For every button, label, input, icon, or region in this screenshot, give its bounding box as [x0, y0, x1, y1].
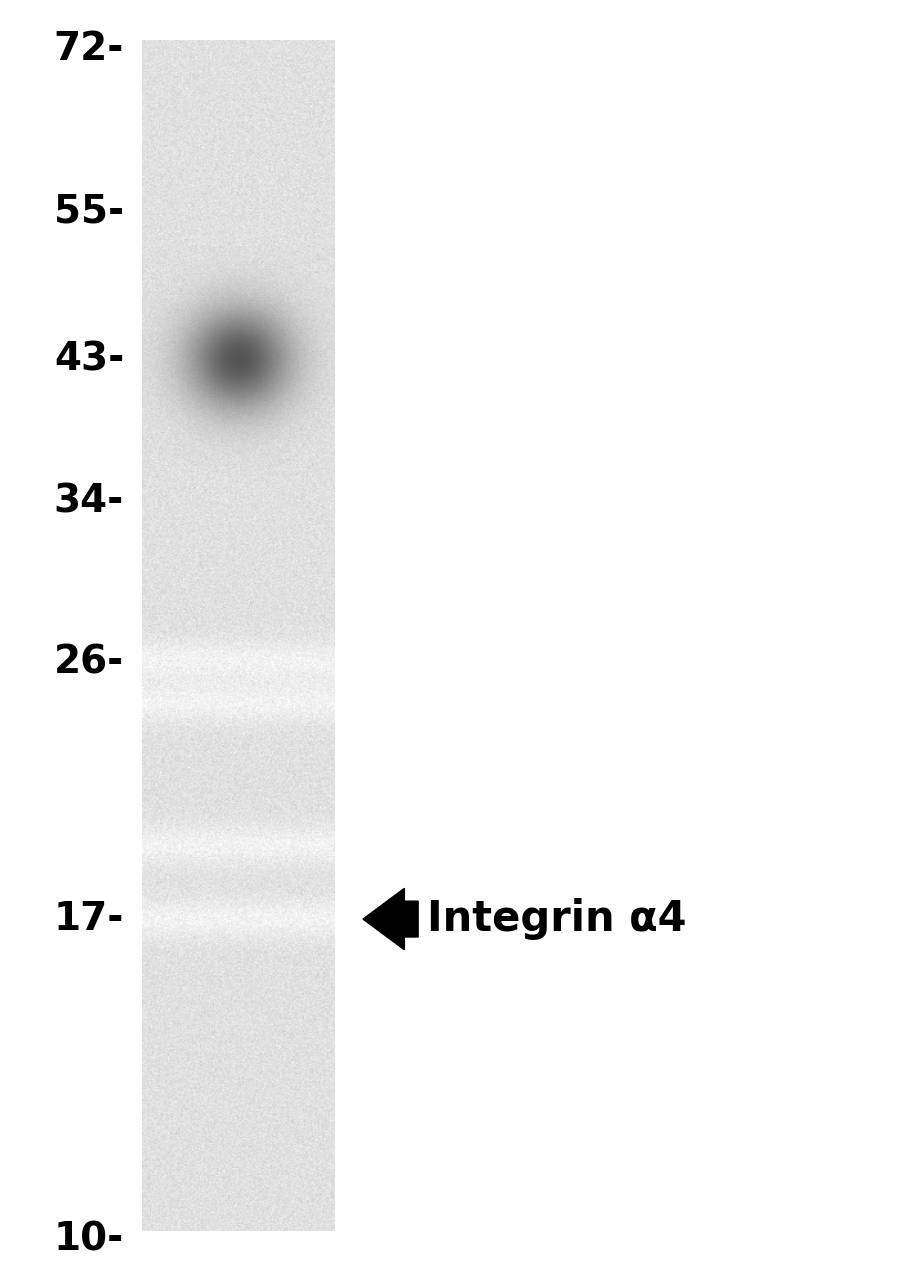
Text: 10-: 10- [54, 1220, 124, 1258]
FancyArrow shape [363, 888, 418, 950]
Text: 72-: 72- [53, 29, 124, 68]
Text: 34-: 34- [54, 483, 124, 520]
Text: 26-: 26- [54, 644, 124, 682]
Text: 17-: 17- [53, 900, 124, 938]
Text: 55-: 55- [54, 192, 124, 230]
Text: 43-: 43- [54, 340, 124, 379]
Text: Integrin α4: Integrin α4 [427, 899, 686, 940]
